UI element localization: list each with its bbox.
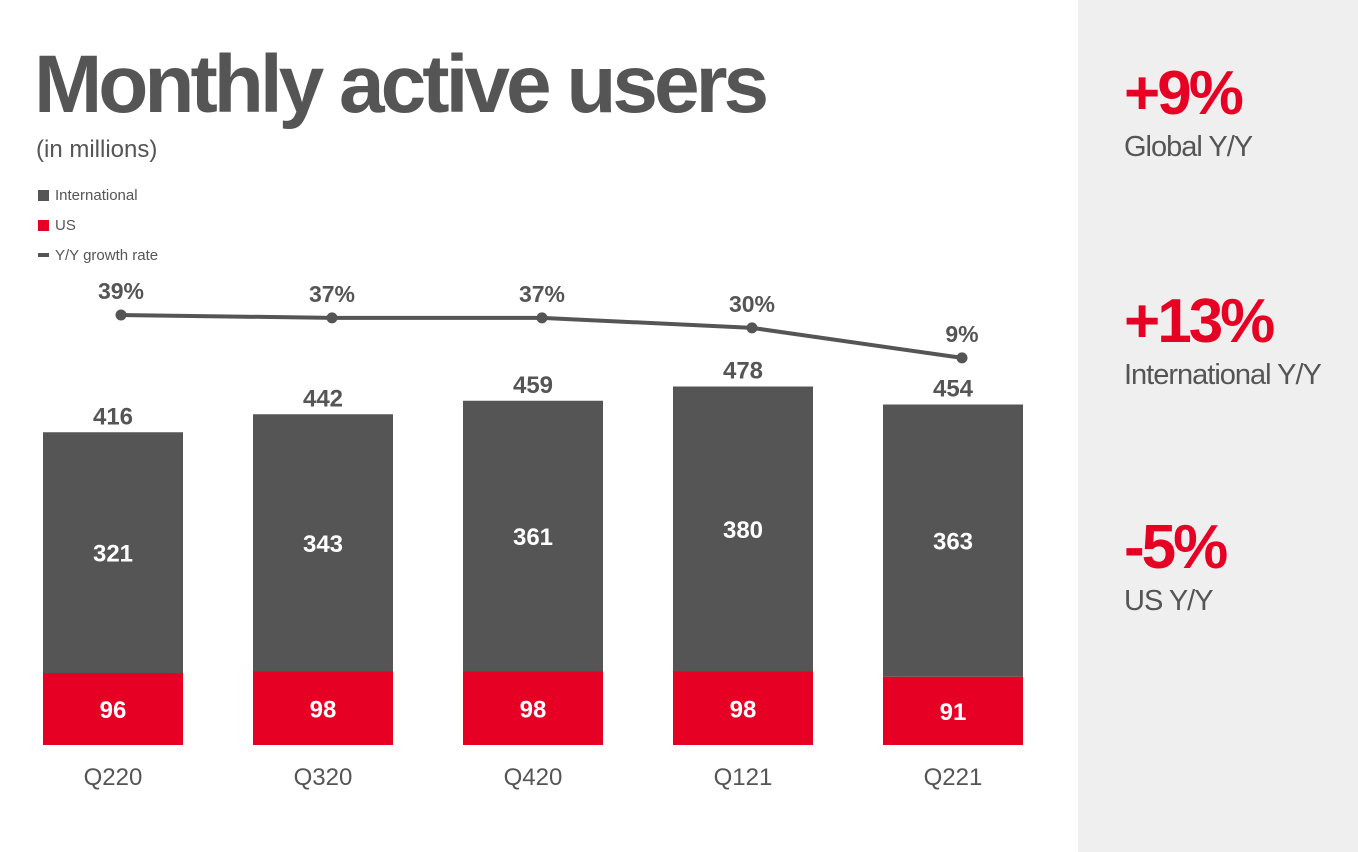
data-label-us: 98 [520, 696, 547, 723]
bar-international [463, 400, 603, 672]
x-tick-label: Q320 [294, 764, 353, 791]
data-label-us: 98 [310, 696, 337, 723]
x-tick-label: Q121 [714, 764, 773, 791]
bar-us [253, 671, 393, 745]
page-title: Monthly active users [34, 39, 769, 130]
stat-label: Global Y/Y [1124, 131, 1253, 164]
legend-swatch-international [38, 189, 49, 201]
x-tick-label: Q220 [84, 764, 143, 791]
chart: 96 321 416 Q220 98 343 442 Q320 98 361 459 Q420 98 38… [43, 278, 1023, 791]
stat-label: International Y/Y [1124, 359, 1322, 392]
subtitle: (in millions) [36, 136, 158, 163]
legend-label: International [55, 186, 138, 204]
bar-international [253, 414, 393, 672]
stat-value: +9% [1124, 59, 1244, 128]
growth-point [956, 352, 968, 364]
legend: International US Y/Y growth rate [38, 180, 158, 270]
bar-international [673, 386, 813, 672]
legend-label: US [55, 216, 76, 234]
legend-swatch-us [38, 219, 49, 231]
legend-item-us: US [38, 210, 158, 240]
stats-panel: +9% Global Y/Y +13% International Y/Y -5… [1078, 0, 1358, 852]
stat-international: +13% International Y/Y [1124, 287, 1322, 393]
x-tick-label: Q221 [924, 764, 983, 791]
data-label-total: 459 [513, 372, 553, 399]
growth-point [326, 312, 338, 324]
data-label-international: 343 [303, 531, 343, 558]
growth-label: 9% [945, 321, 978, 347]
data-label-us: 98 [730, 696, 757, 723]
data-label-total: 454 [933, 376, 974, 403]
data-label-total: 442 [303, 385, 343, 412]
stat-value: -5% [1124, 513, 1228, 582]
stat-us: -5% US Y/Y [1124, 513, 1228, 619]
data-label-international: 361 [513, 524, 553, 551]
bar-international [43, 432, 183, 673]
legend-swatch-growth [38, 253, 49, 257]
data-label-international: 380 [723, 517, 763, 544]
growth-point [536, 312, 548, 324]
data-label-international: 363 [933, 529, 973, 556]
growth-point [746, 322, 758, 334]
bar-international [883, 404, 1023, 677]
growth-label: 37% [519, 281, 565, 307]
growth-label: 39% [98, 278, 144, 304]
growth-point [115, 309, 127, 321]
legend-item-growth: Y/Y growth rate [38, 240, 158, 270]
data-label-us: 96 [100, 697, 127, 724]
bar-us [463, 671, 603, 745]
bar-us [673, 671, 813, 745]
bar-us [883, 676, 1023, 745]
data-label-international: 321 [93, 541, 133, 568]
data-label-total: 478 [723, 358, 763, 385]
stat-value: +13% [1124, 287, 1275, 356]
stat-global: +9% Global Y/Y [1124, 59, 1253, 165]
data-label-total: 416 [93, 403, 133, 430]
growth-label: 30% [729, 291, 775, 317]
growth-label: 37% [309, 281, 355, 307]
bar-us [43, 673, 183, 745]
legend-item-international: International [38, 180, 158, 210]
legend-label: Y/Y growth rate [55, 246, 159, 264]
data-label-us: 91 [940, 699, 967, 726]
x-tick-label: Q420 [504, 764, 563, 791]
stat-label: US Y/Y [1124, 585, 1214, 618]
